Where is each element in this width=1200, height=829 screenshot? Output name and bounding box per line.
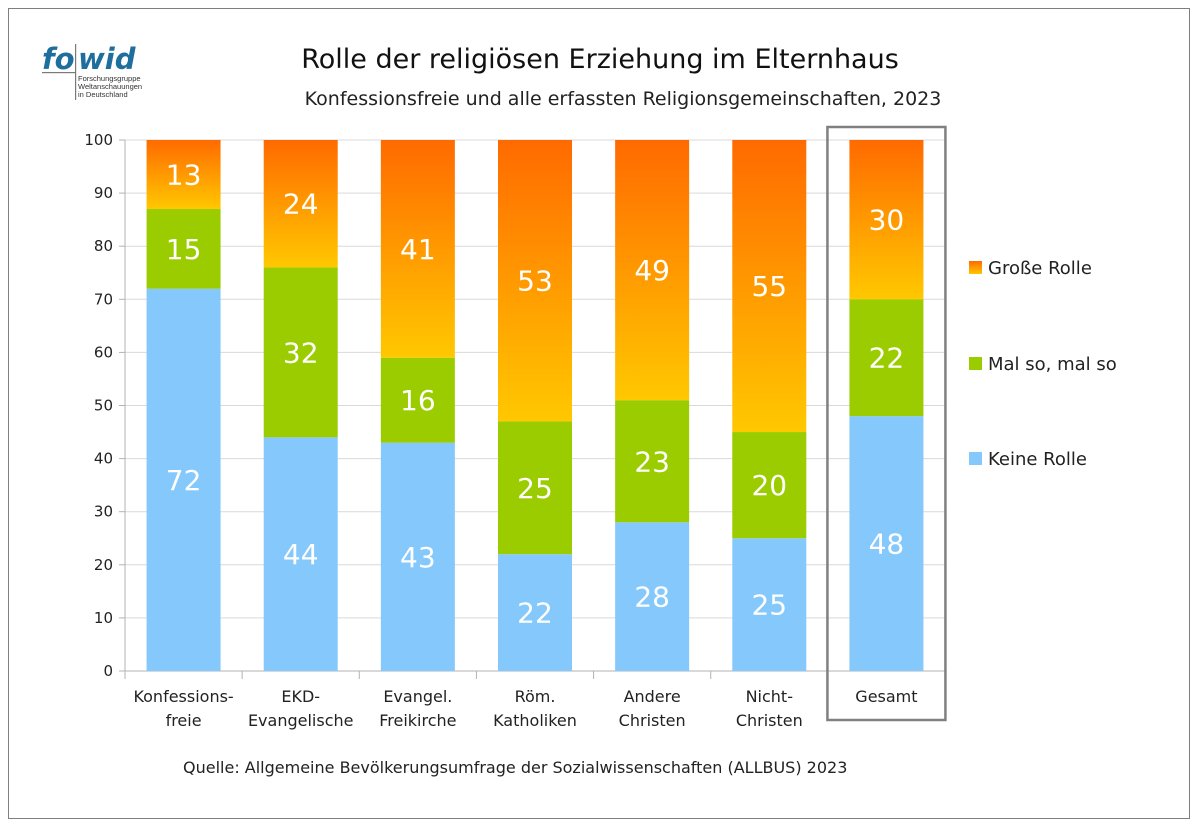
data-label: 48 [869, 528, 905, 561]
bar-segment [380, 357, 455, 443]
svg-text:wid: wid [78, 42, 136, 76]
data-label: 16 [400, 384, 436, 417]
chart-title: Rolle der religiösen Erziehung im Eltern… [301, 44, 899, 75]
bar-segment [615, 522, 690, 671]
data-label: 20 [751, 469, 787, 502]
bar-segment [146, 140, 221, 210]
category-label: Konfessions- [133, 687, 233, 706]
bar-segment [849, 416, 924, 671]
bar-segment [732, 432, 807, 539]
category-label: Gesamt [855, 687, 917, 706]
svg-text:Forschungsgruppe: Forschungsgruppe [78, 74, 141, 83]
bar-segment [615, 140, 690, 401]
category-label: Nicht- [746, 687, 793, 706]
legend-swatch [969, 261, 982, 274]
y-tick-label: 90 [94, 184, 113, 202]
chart-subtitle: Konfessionsfreie und alle erfassten Reli… [304, 88, 942, 110]
data-label: 44 [283, 538, 319, 571]
category-label: Röm. [515, 687, 556, 706]
bar-segment [263, 140, 338, 268]
bar-segment [146, 209, 221, 289]
y-tick-label: 40 [94, 450, 113, 468]
category-label: Freikirche [379, 711, 456, 730]
data-label: 23 [634, 445, 670, 478]
data-label: 53 [517, 265, 553, 298]
category-label: Andere [624, 687, 681, 706]
category-label: freie [166, 711, 202, 730]
y-tick-label: 100 [84, 131, 113, 149]
bar-segment [732, 538, 807, 671]
figure-frame [8, 8, 1190, 819]
y-tick-label: 20 [94, 556, 113, 574]
data-label: 49 [634, 254, 670, 287]
fowid-logo: fo wid Forschungsgruppe Weltanschauungen… [40, 42, 150, 102]
data-label: 22 [869, 342, 905, 375]
data-label: 13 [166, 159, 202, 192]
svg-text:fo: fo [42, 42, 75, 76]
data-label: 55 [751, 270, 787, 303]
bar-segment [615, 400, 690, 523]
bar-segment [498, 554, 572, 671]
category-label: Evangelische [248, 711, 354, 730]
source-note: Quelle: Allgemeine Bevölkerungsumfrage d… [183, 758, 848, 777]
y-tick-label: 0 [103, 662, 113, 680]
legend-label: Mal so, mal so [988, 354, 1117, 375]
highlight-box [826, 125, 947, 722]
bar-segment [263, 267, 338, 438]
legend-label: Keine Rolle [988, 449, 1087, 470]
bar-segment [380, 442, 455, 671]
data-label: 32 [283, 336, 319, 369]
data-label: 22 [517, 597, 553, 630]
svg-text:in Deutschland: in Deutschland [78, 90, 128, 99]
bar-segment [849, 299, 924, 417]
data-label: 41 [400, 233, 436, 266]
bar-segment [263, 437, 338, 671]
bar-segment [146, 288, 221, 671]
legend-swatch [969, 452, 982, 465]
y-tick-label: 10 [94, 609, 113, 627]
bar-segment [380, 140, 455, 358]
category-label: Evangel. [383, 687, 452, 706]
data-label: 72 [166, 464, 202, 497]
category-label: Christen [736, 711, 803, 730]
data-label: 25 [751, 589, 787, 622]
data-label: 43 [400, 541, 436, 574]
y-tick-label: 60 [94, 343, 113, 361]
category-label: Katholiken [493, 711, 577, 730]
y-tick-label: 80 [94, 237, 113, 255]
legend-label: Große Rolle [988, 258, 1092, 279]
category-label: Christen [619, 711, 686, 730]
svg-text:Weltanschauungen: Weltanschauungen [78, 82, 142, 91]
bar-segment [498, 421, 572, 555]
data-label: 25 [517, 472, 553, 505]
bar-segment [849, 140, 924, 300]
data-label: 15 [166, 233, 202, 266]
bar-segment [732, 140, 807, 433]
data-label: 30 [869, 204, 905, 237]
bar-segment [498, 140, 572, 422]
fowid-logo-mark: fo wid Forschungsgruppe Weltanschauungen… [42, 42, 142, 100]
data-label: 28 [634, 581, 670, 614]
legend-swatch [969, 357, 982, 370]
y-tick-label: 50 [94, 397, 113, 415]
y-tick-label: 70 [94, 290, 113, 308]
data-label: 24 [283, 188, 319, 221]
y-tick-label: 30 [94, 503, 113, 521]
category-label: EKD- [281, 687, 320, 706]
